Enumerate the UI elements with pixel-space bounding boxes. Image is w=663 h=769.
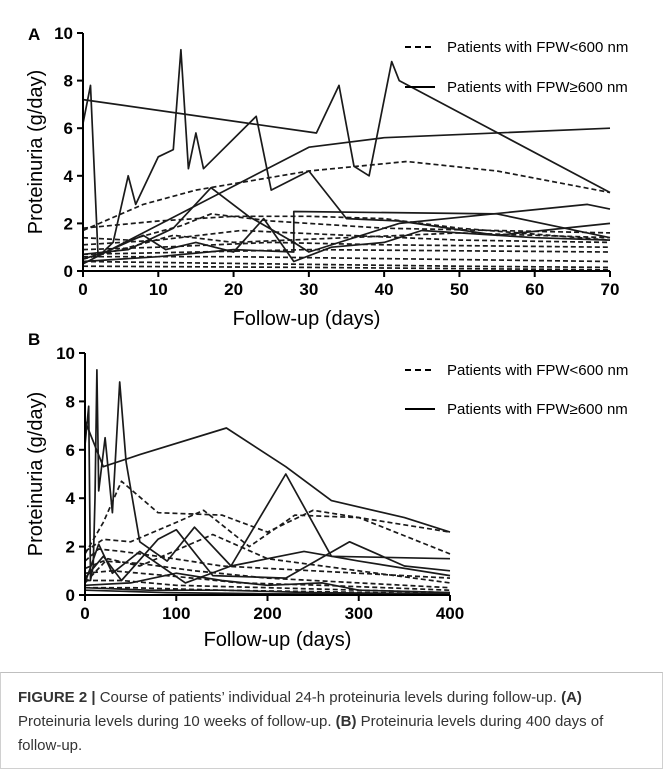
panel-b-x-tick-label: 400 <box>436 604 464 623</box>
panel-a-y-axis-title: Proteinuria (g/day) <box>25 70 47 235</box>
panel-b-legend-label-dashed: Patients with FPW<600 nm <box>447 362 628 379</box>
panel-a-label: A <box>28 25 40 44</box>
caption-ref-b: (B) <box>335 713 357 730</box>
panel-b-series-10 <box>84 369 451 582</box>
figure-caption: FIGURE 2 | Course of patients’ individua… <box>18 686 648 758</box>
panel-b-series-13 <box>84 572 451 594</box>
panel-a-series-9 <box>82 265 611 271</box>
panel-a-y-tick-label: 2 <box>64 214 73 233</box>
panel-b-series-2 <box>84 509 451 555</box>
panel-b-y-tick-label: 4 <box>66 489 76 508</box>
panel-a-series-13 <box>82 217 611 263</box>
panel-a-x-tick-label: 10 <box>149 280 168 299</box>
panel-a-x-tick-label: 0 <box>78 280 87 299</box>
panel-a-series-11 <box>82 60 611 194</box>
panel-b-y-tick-label: 10 <box>56 344 75 363</box>
panel-b-series-4 <box>84 560 451 589</box>
panel-a-series-16 <box>82 127 611 265</box>
panel-a-series-15 <box>82 210 611 263</box>
panel-a-x-tick-label: 60 <box>525 280 544 299</box>
caption-text-3: Proteinuria levels during 400 days of fo… <box>18 713 604 754</box>
panel-a-series-7 <box>83 255 611 263</box>
panel-a-x-tick-label: 30 <box>299 280 318 299</box>
panel-b-x-tick-label: 100 <box>162 604 190 623</box>
panel-b-y-tick-label: 6 <box>66 441 75 460</box>
panel-a-y-tick-label: 4 <box>64 167 74 186</box>
panel-a-y-tick-label: 10 <box>54 24 73 43</box>
caption-ref-a: (A) <box>561 689 582 706</box>
panel-a-y-tick-label: 0 <box>64 262 73 281</box>
panel-b-y-tick-label: 2 <box>66 538 75 557</box>
panel-a-series-1 <box>82 215 611 241</box>
panel-b-x-tick-label: 300 <box>345 604 373 623</box>
panel-a-x-tick-label: 40 <box>375 280 394 299</box>
panel-a-series-12 <box>82 48 611 258</box>
panel-a-legend-label-dashed: Patients with FPW<600 nm <box>447 39 628 56</box>
caption-box <box>0 672 663 769</box>
panel-b-series-9 <box>84 420 451 533</box>
panel-a-x-axis-title: Follow-up (days) <box>233 308 381 330</box>
panel-b-x-tick-label: 0 <box>80 604 89 623</box>
panel-b-y-tick-label: 8 <box>66 392 75 411</box>
panel-b-y-axis-title: Proteinuria (g/day) <box>25 392 47 557</box>
panel-b-x-tick-label: 200 <box>253 604 281 623</box>
panel-b-series-6 <box>85 579 451 594</box>
panel-b-y-tick-label: 0 <box>66 586 75 605</box>
panel-a-series-6 <box>82 248 611 256</box>
panel-a-x-tick-label: 20 <box>224 280 243 299</box>
panel-a-legend-label-solid: Patients with FPW≥600 nm <box>447 79 628 96</box>
caption-label: FIGURE 2 | <box>18 689 96 706</box>
panel-b-series-1 <box>84 480 451 555</box>
panel-b-series-3 <box>84 548 451 579</box>
panel-b-series-12 <box>84 528 451 582</box>
panel-a-y-tick-label: 8 <box>64 72 73 91</box>
panel-a-series-8 <box>82 260 611 269</box>
caption-text-2: Proteinuria levels during 10 weeks of fo… <box>18 713 336 730</box>
panel-b-x-axis-title: Follow-up (days) <box>204 629 352 651</box>
panel-b-series-5 <box>84 569 451 592</box>
panel-a-x-tick-label: 50 <box>450 280 469 299</box>
panel-b-label: B <box>28 330 40 349</box>
panel-a-y-tick-label: 6 <box>64 119 73 138</box>
panel-b-legend-label-solid: Patients with FPW≥600 nm <box>447 401 628 418</box>
panel-b-series-14 <box>84 586 451 595</box>
caption-text-1: Course of patients’ individual 24-h prot… <box>95 689 562 706</box>
panel-a-series-2 <box>82 160 611 232</box>
panel-a-x-tick-label: 70 <box>601 280 620 299</box>
